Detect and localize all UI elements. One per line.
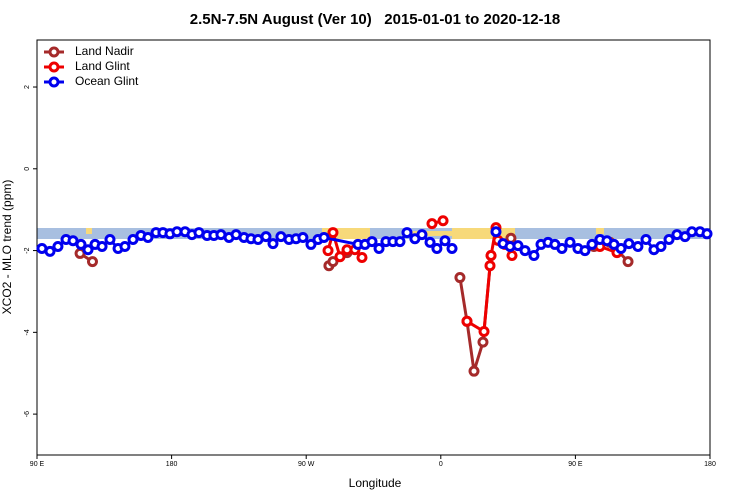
x-tick-label: 180 — [166, 461, 178, 468]
data-point — [478, 326, 490, 338]
x-tick-label: 90 E — [30, 461, 45, 468]
data-point — [679, 231, 691, 243]
data-point — [632, 240, 644, 252]
data-point — [586, 238, 598, 250]
data-point — [512, 240, 524, 252]
y-tick-label: 0 — [24, 167, 31, 171]
data-point — [701, 228, 713, 240]
data-point — [416, 229, 428, 241]
y-tick-label: 2 — [24, 85, 31, 89]
data-point — [461, 315, 473, 327]
data-point — [663, 234, 675, 246]
ocean-band — [37, 228, 710, 239]
data-point — [82, 244, 94, 256]
data-point — [373, 243, 385, 255]
chart-title: 2.5N-7.5N August (Ver 10) 2015-01-01 to … — [190, 11, 560, 28]
y-tick-label: -4 — [24, 329, 31, 335]
data-point — [86, 256, 98, 268]
data-point — [52, 240, 64, 252]
data-point — [327, 256, 339, 268]
data-point — [485, 249, 497, 261]
data-point — [96, 240, 108, 252]
x-tick-label: 90 E — [568, 461, 583, 468]
data-point — [401, 227, 413, 239]
y-tick-label: -6 — [24, 411, 31, 417]
data-point — [437, 215, 449, 227]
data-point — [142, 231, 154, 243]
data-point — [655, 240, 667, 252]
data-point — [127, 234, 139, 246]
data-point — [528, 249, 540, 261]
data-point — [260, 231, 272, 243]
data-point — [75, 238, 87, 250]
data-point — [519, 245, 531, 257]
data-point — [623, 238, 635, 250]
data-point — [297, 231, 309, 243]
land-band — [596, 228, 604, 234]
legend-marker — [48, 76, 60, 88]
x-tick-label: 90 W — [298, 461, 315, 468]
x-tick-label: 0 — [439, 461, 443, 468]
data-point — [394, 236, 406, 248]
data-point — [640, 234, 652, 246]
data-point — [468, 365, 480, 377]
legend-label: Land Glint — [75, 59, 130, 73]
data-point — [104, 234, 116, 246]
data-point — [322, 245, 334, 257]
y-axis-label: XCO2 - MLO trend (ppm) — [0, 180, 14, 315]
data-point — [305, 238, 317, 250]
data-point — [356, 252, 368, 264]
land-band — [452, 228, 515, 239]
data-point — [454, 272, 466, 284]
data-point — [490, 226, 502, 238]
x-tick-label: 180 — [704, 461, 716, 468]
land-band — [322, 228, 370, 239]
data-point — [426, 218, 438, 230]
data-point — [439, 235, 451, 247]
data-point — [318, 231, 330, 243]
data-point — [267, 238, 279, 250]
legend-marker — [48, 61, 60, 73]
data-point — [446, 243, 458, 255]
data-point — [506, 249, 518, 261]
data-point — [431, 243, 443, 255]
data-point — [615, 243, 627, 255]
data-point — [366, 236, 378, 248]
data-point — [44, 245, 56, 257]
data-point — [579, 245, 591, 257]
data-point — [622, 256, 634, 268]
land-band — [86, 228, 92, 234]
data-point — [564, 236, 576, 248]
data-point — [484, 260, 496, 272]
data-point — [334, 251, 346, 263]
data-point — [477, 336, 489, 348]
data-point — [327, 227, 339, 239]
data-point — [556, 243, 568, 255]
data-point — [424, 236, 436, 248]
x-axis-label: Longitude — [349, 476, 402, 490]
data-point — [119, 240, 131, 252]
legend-label: Land Nadir — [75, 44, 134, 58]
y-tick-label: -2 — [24, 247, 31, 253]
legend-marker — [48, 46, 60, 58]
legend-label: Ocean Glint — [75, 74, 139, 88]
